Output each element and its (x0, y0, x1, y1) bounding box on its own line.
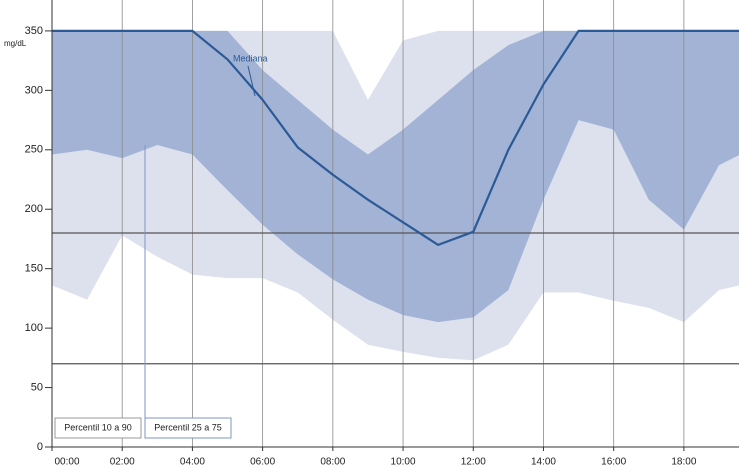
x-tick-label: 06:00 (250, 457, 275, 468)
y-tick-label: 100 (25, 322, 43, 334)
x-tick-label: 10:00 (391, 457, 416, 468)
y-tick-label: 50 (31, 381, 43, 393)
y-tick-label: 300 (25, 84, 43, 96)
legend-label: Percentil 25 a 75 (154, 422, 222, 432)
median-line (52, 29, 739, 246)
x-tick-label: 02:00 (110, 457, 135, 468)
median-leader (247, 65, 256, 97)
y-tick-label: 350 (25, 25, 43, 37)
percentile-band (52, 30, 739, 323)
x-tick-label: 12:00 (461, 457, 486, 468)
y-tick-label: 0 (37, 441, 43, 453)
x-tick-label: 14:00 (531, 457, 556, 468)
y-tick-label: 250 (25, 144, 43, 156)
x-tick-label: 16:00 (601, 457, 626, 468)
legend-label: Percentil 10 a 90 (64, 422, 132, 432)
x-tick-label: 04:00 (180, 457, 205, 468)
legend-box (54, 417, 142, 439)
x-tick-label: 00:00 (54, 457, 79, 468)
y-tick-label: 200 (25, 203, 43, 215)
legend-box (144, 417, 232, 439)
median-label: Mediana (233, 53, 268, 63)
y-tick-label: 150 (25, 263, 43, 275)
x-tick-label: 08:00 (320, 457, 345, 468)
x-tick-label: 18:00 (671, 457, 696, 468)
y-unit: mg/dL (4, 39, 27, 48)
